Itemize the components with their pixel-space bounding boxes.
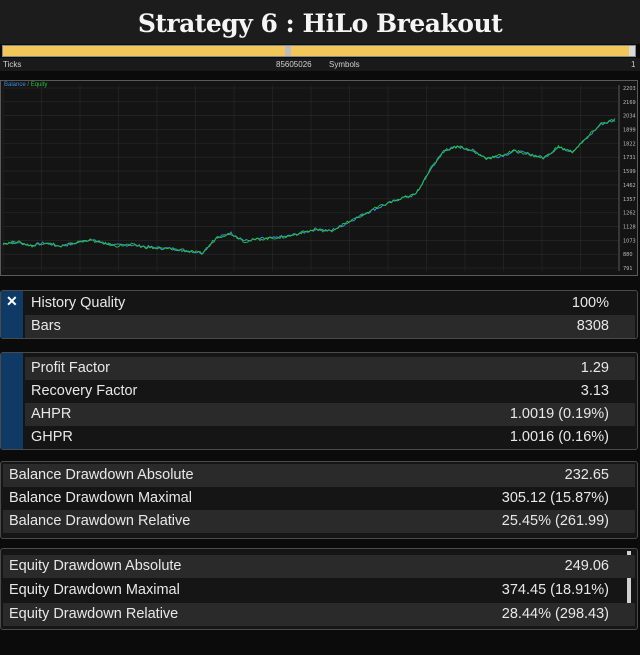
panel-equity-drawdown: Equity Drawdown Absolute 249.06 Equity D… <box>0 548 638 630</box>
stat-row: Bars 8308 <box>25 315 635 338</box>
y-tick-label: 1899 <box>623 128 636 134</box>
series-line-equity <box>2 118 616 256</box>
y-tick-label: 880 <box>623 252 633 258</box>
stat-label: GHPR <box>31 429 73 445</box>
stat-value: 249.06 <box>564 558 609 574</box>
panel-accent <box>1 353 23 449</box>
y-tick-label: 1462 <box>623 183 636 189</box>
progress-bar <box>2 45 636 57</box>
stat-label: Equity Drawdown Absolute <box>9 558 182 574</box>
stat-row: Equity Drawdown Absolute 249.06 <box>3 555 635 578</box>
stat-value: 28.44% (298.43) <box>501 606 609 622</box>
ticks-label: Ticks <box>3 60 22 69</box>
legend-equity: Equity <box>30 82 48 88</box>
stat-label: AHPR <box>31 406 72 422</box>
progress-marker <box>285 46 291 56</box>
symbols-value: 1 <box>631 60 636 69</box>
stat-row: History Quality 100% <box>25 292 635 315</box>
stat-value: 8308 <box>576 318 609 334</box>
stat-value: 1.0016 (0.16%) <box>509 429 609 445</box>
ticks-value: 85605026 <box>276 60 312 69</box>
stat-row: Recovery Factor 3.13 <box>25 380 635 403</box>
chart-legend: Balance / Equity <box>4 82 48 88</box>
stat-value: 3.13 <box>580 383 609 399</box>
chart-plot: 2203 2169 2034 1899 1822 1731 1599 1462 1357 1262… <box>2 85 636 272</box>
y-tick-label: 2034 <box>623 114 636 120</box>
stat-label: Recovery Factor <box>31 383 138 399</box>
stat-row: Equity Drawdown Relative 28.44% (298.43) <box>3 603 635 626</box>
y-tick-label: 1073 <box>623 238 636 244</box>
stat-row: GHPR 1.0016 (0.16%) <box>25 426 635 449</box>
stat-value: 25.45% (261.99) <box>501 513 609 529</box>
stat-label: Equity Drawdown Relative <box>9 606 179 622</box>
panel-accent <box>1 291 23 338</box>
stat-row: Profit Factor 1.29 <box>25 357 635 380</box>
stat-label: Bars <box>31 318 61 334</box>
stat-value: 1.29 <box>580 360 609 376</box>
stat-row: Balance Drawdown Maximal 305.12 (15.87%) <box>3 487 635 510</box>
stat-label: History Quality <box>31 295 126 311</box>
stat-label: Balance Drawdown Relative <box>9 513 191 529</box>
close-icon[interactable]: ✕ <box>6 293 18 309</box>
panel-balance-drawdown: Balance Drawdown Absolute 232.65 Balance… <box>0 461 638 539</box>
stat-value: 1.0019 (0.19%) <box>509 406 609 422</box>
panel-factors: Profit Factor 1.29 Recovery Factor 3.13 … <box>0 352 638 450</box>
stat-label: Balance Drawdown Absolute <box>9 467 194 483</box>
ticks-row: Ticks 85605026 Symbols 1 <box>0 58 640 71</box>
series-line-balance <box>2 119 616 255</box>
scrollbar[interactable] <box>627 551 631 621</box>
legend-balance: Balance <box>4 82 26 88</box>
stat-value: 305.12 (15.87%) <box>501 490 609 506</box>
progress-fill <box>3 46 629 56</box>
title-bar: Strategy 6 : HiLo Breakout <box>0 0 640 44</box>
symbols-label: Symbols <box>329 60 360 69</box>
y-tick-label: 1822 <box>623 141 636 147</box>
balance-chart: Balance / Equity 2203 2169 2034 1899 1822 173… <box>0 80 638 276</box>
stat-value: 232.65 <box>564 467 609 483</box>
stat-value: 374.45 (18.91%) <box>501 582 609 598</box>
stat-row: Balance Drawdown Relative 25.45% (261.99… <box>3 510 635 533</box>
page-title: Strategy 6 : HiLo Breakout <box>137 9 503 38</box>
y-tick-label: 791 <box>623 266 633 272</box>
stat-row: Equity Drawdown Maximal 374.45 (18.91%) <box>3 579 635 602</box>
y-tick-label: 2203 <box>623 86 636 92</box>
stat-label: Profit Factor <box>31 360 110 376</box>
y-tick-label: 1128 <box>623 224 636 230</box>
y-tick-label: 1599 <box>623 169 636 175</box>
y-tick-label: 1357 <box>623 197 636 203</box>
y-tick-label: 2169 <box>623 100 636 106</box>
stat-label: Equity Drawdown Maximal <box>9 582 180 598</box>
y-tick-label: 1262 <box>623 211 636 217</box>
stat-value: 100% <box>571 295 609 311</box>
stat-row: AHPR 1.0019 (0.19%) <box>25 403 635 426</box>
panel-history: ✕ History Quality 100% Bars 8308 <box>0 290 638 339</box>
y-tick-label: 1731 <box>623 155 636 161</box>
stat-label: Balance Drawdown Maximal <box>9 490 192 506</box>
stat-row: Balance Drawdown Absolute 232.65 <box>3 464 635 487</box>
